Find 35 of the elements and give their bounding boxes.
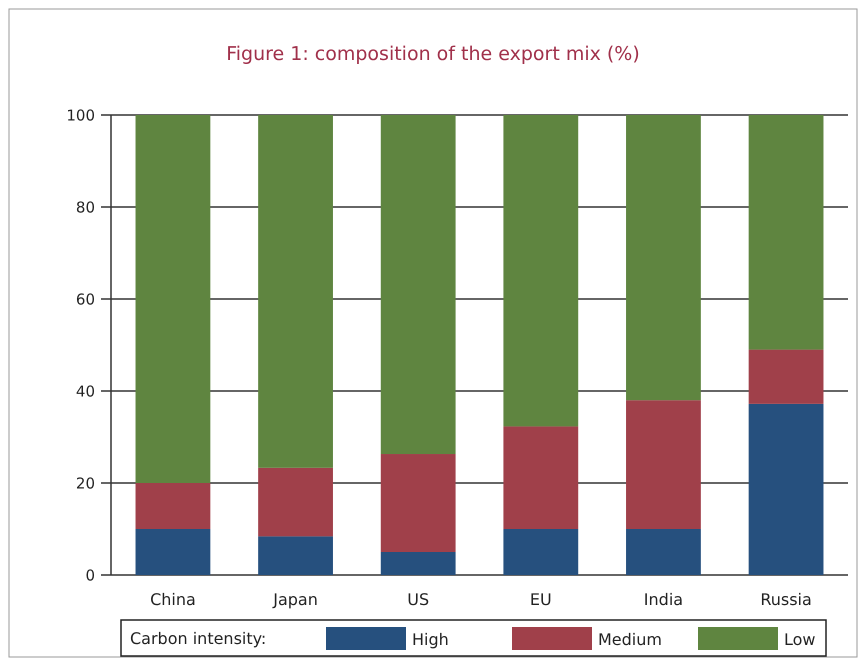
bar — [380, 454, 456, 552]
bar — [626, 529, 701, 575]
bar — [626, 400, 701, 529]
bar — [258, 115, 333, 468]
y-tick-label: 20 — [76, 474, 95, 492]
bar — [258, 536, 333, 575]
x-tick-label: US — [407, 590, 430, 609]
bar — [136, 529, 210, 575]
legend-title: Carbon intensity: — [130, 629, 266, 648]
bar — [136, 483, 210, 529]
y-tick-label: 40 — [76, 382, 95, 400]
bar — [136, 115, 210, 483]
bar — [748, 115, 824, 350]
y-tick-label: 0 — [85, 566, 95, 584]
legend-label: Low — [784, 630, 816, 649]
bar — [258, 468, 333, 536]
x-tick-label: EU — [530, 590, 552, 609]
x-tick-label: India — [644, 590, 684, 609]
y-tick-label: 60 — [76, 290, 95, 308]
bar — [626, 115, 701, 400]
y-tick-label: 80 — [76, 198, 95, 216]
chart-title: Figure 1: composition of the export mix (%) — [226, 43, 640, 65]
y-tick-label: 100 — [66, 106, 95, 124]
bar — [380, 552, 456, 575]
bar — [503, 426, 578, 529]
x-tick-label: Russia — [760, 590, 812, 609]
bar — [748, 350, 824, 404]
x-tick-label: Japan — [272, 590, 318, 609]
legend-label: High — [412, 630, 449, 649]
bar — [503, 115, 578, 426]
x-tick-label: China — [150, 590, 196, 609]
bar — [503, 529, 578, 575]
bar — [380, 115, 456, 454]
legend-label: Medium — [598, 630, 662, 649]
bar — [748, 404, 824, 575]
